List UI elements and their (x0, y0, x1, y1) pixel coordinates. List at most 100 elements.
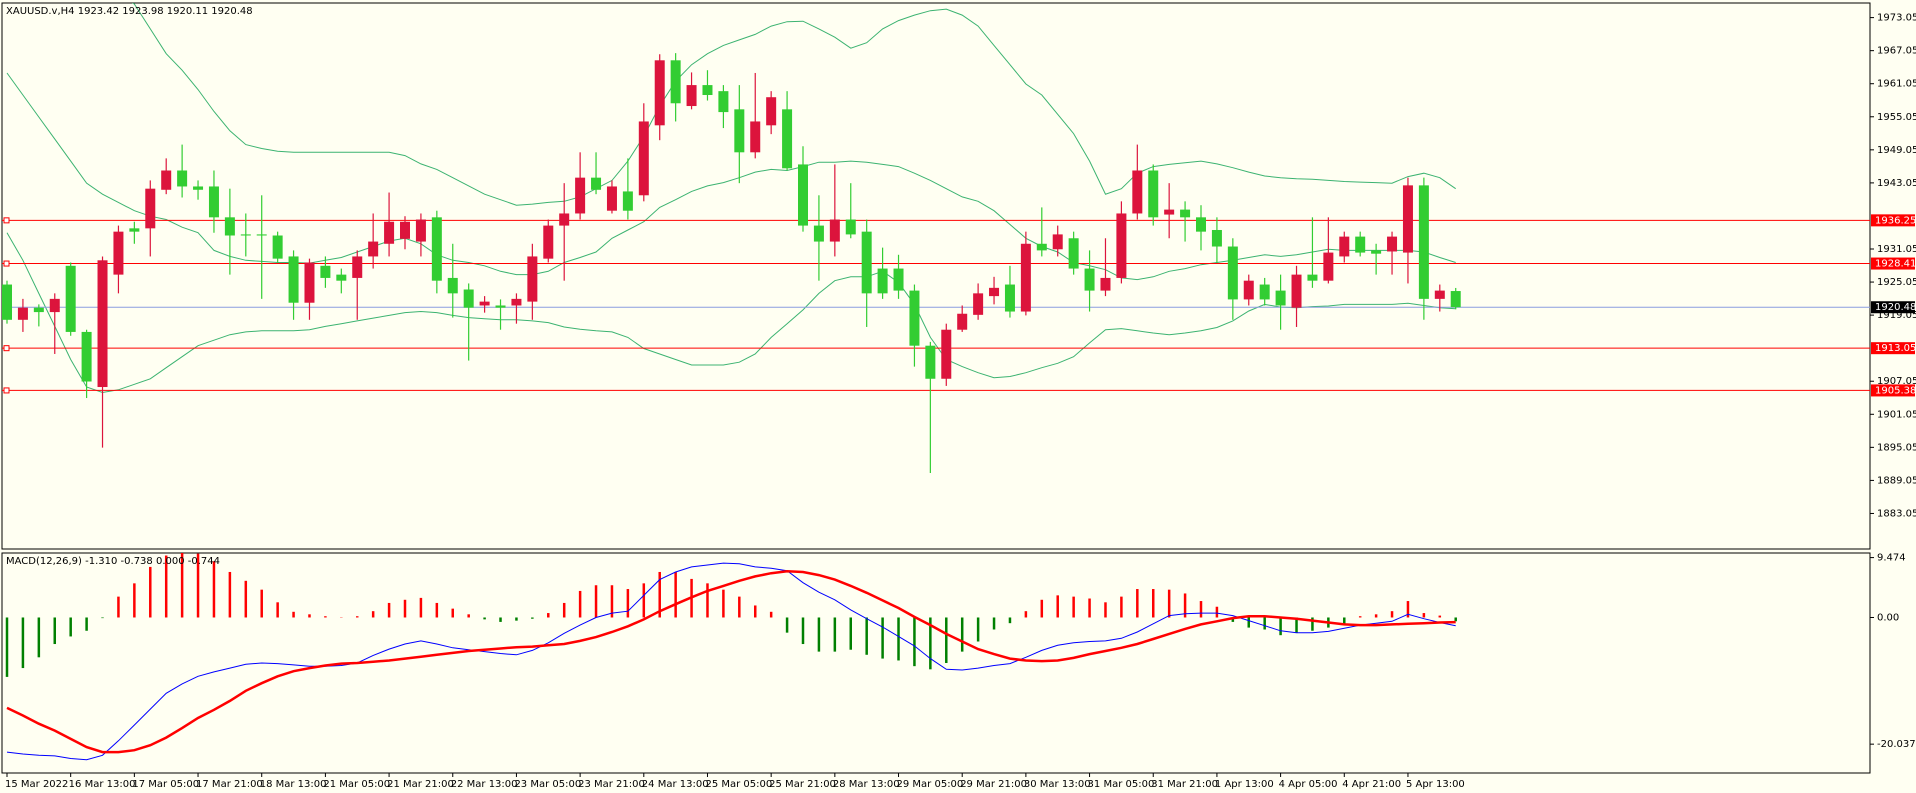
candle-body (447, 277, 458, 294)
candle-body (511, 298, 522, 306)
candle-body (240, 234, 251, 236)
candle-body (893, 268, 904, 291)
y-tick-label: 0.00 (1877, 612, 1899, 623)
candle-body (129, 228, 140, 232)
candle-body (1211, 229, 1222, 247)
candle-body (400, 221, 410, 239)
candle-body (1418, 185, 1429, 299)
candle-body (161, 170, 172, 190)
level-handle (3, 217, 10, 224)
main-panel (1, 2, 1871, 550)
candle-body (877, 268, 888, 294)
y-tick-label: 1943.05 (1877, 178, 1916, 189)
x-tick-label: 16 Mar 13:00 (69, 779, 136, 790)
candle-body (861, 231, 872, 294)
indicator-title: MACD(12,26,9) -1.310 -0.738 0.000 -0.744 (6, 556, 220, 567)
x-tick-label: 1 Apr 13:00 (1215, 779, 1274, 790)
candle-body (1020, 243, 1031, 312)
candle-body (1450, 291, 1461, 308)
level-label-bg (1871, 384, 1915, 397)
y-tick-label: 1883.05 (1877, 508, 1916, 519)
candle-body (638, 121, 649, 196)
candle-body (1402, 185, 1413, 253)
candle-body (813, 225, 824, 242)
candle-body (415, 219, 426, 242)
x-tick-label: 29 Mar 21:00 (960, 779, 1027, 790)
candle-body (1307, 274, 1318, 281)
axes: 1973.05 1967.05 1961.05 1955.05 1949.05 1943.… (3, 13, 1916, 790)
candle-body (782, 109, 793, 169)
candle-body (766, 97, 777, 126)
candle-body (1275, 290, 1286, 306)
candle-body (368, 241, 379, 257)
candle-body (845, 219, 856, 235)
main-plot (2, 3, 1870, 473)
y-tick-label: 1919.05 (1877, 310, 1916, 321)
candle-body (1164, 209, 1175, 215)
candle-body (1243, 280, 1254, 300)
candle-body (575, 177, 586, 214)
last-price-bg (1871, 301, 1915, 314)
candle-body (304, 262, 315, 303)
candle-body (543, 225, 554, 259)
candle-body (925, 345, 936, 379)
candle-body (1148, 170, 1159, 218)
level-label: 1905.38 (1875, 385, 1916, 396)
candle-body (1004, 284, 1015, 312)
macd-line (6, 562, 1456, 761)
candle-body (336, 274, 347, 281)
x-tick-label: 17 Mar 05:00 (132, 779, 199, 790)
x-tick-label: 21 Mar 05:00 (323, 779, 390, 790)
candle-body (559, 213, 570, 226)
candle-body (256, 234, 267, 236)
candle-body (1323, 252, 1334, 281)
x-tick-label: 5 Apr 13:00 (1406, 779, 1465, 790)
candle-body (1259, 284, 1270, 300)
candle-body (670, 60, 681, 104)
candle-body (654, 60, 665, 126)
candle-body (1116, 213, 1127, 278)
candle-body (1227, 246, 1238, 300)
candle-body (272, 235, 283, 259)
y-tick-label: 1889.05 (1877, 475, 1916, 486)
candle-body (431, 217, 442, 281)
candle-body (1291, 274, 1302, 308)
level-handle (3, 260, 10, 267)
x-tick-label: 4 Apr 21:00 (1342, 779, 1401, 790)
level-label-bg (1871, 257, 1915, 270)
y-tick-label: -20.037 (1877, 739, 1916, 750)
level-label: 1936.25 (1875, 215, 1916, 226)
y-tick-label: 1925.05 (1877, 277, 1916, 288)
candle-body (193, 186, 204, 190)
candle-body (208, 186, 219, 218)
x-tick-label: 25 Mar 21:00 (769, 779, 836, 790)
candle-body (798, 164, 808, 226)
x-tick-label: 24 Mar 13:00 (642, 779, 709, 790)
candle-body (1100, 277, 1111, 291)
candle-body (702, 85, 713, 96)
y-tick-label: 1895.05 (1877, 442, 1916, 453)
level-label: 1913.05 (1875, 343, 1916, 354)
level-label-bg (1871, 214, 1915, 227)
candle-body (81, 331, 92, 382)
candle-body (463, 289, 474, 308)
x-tick-label: 31 Mar 05:00 (1088, 779, 1155, 790)
x-tick-label: 25 Mar 05:00 (705, 779, 772, 790)
candle-body (606, 186, 617, 211)
candle-body (1052, 234, 1063, 250)
candle-body (1068, 238, 1079, 269)
candle-body (1387, 236, 1398, 252)
candle-body (33, 307, 44, 313)
x-tick-label: 28 Mar 13:00 (833, 779, 900, 790)
upper-line (131, 3, 1456, 206)
chart-title: XAUUSD.v,H4 1923.42 1923.98 1920.11 1920… (6, 6, 253, 17)
candle-body (384, 221, 395, 244)
last-price-label: 1920.48 (1875, 302, 1916, 313)
y-tick-label: 1955.05 (1877, 112, 1916, 123)
candle-body (65, 265, 76, 332)
y-tick-label: 1961.05 (1877, 79, 1916, 90)
candle-body (97, 260, 108, 388)
candle-body (591, 177, 602, 190)
